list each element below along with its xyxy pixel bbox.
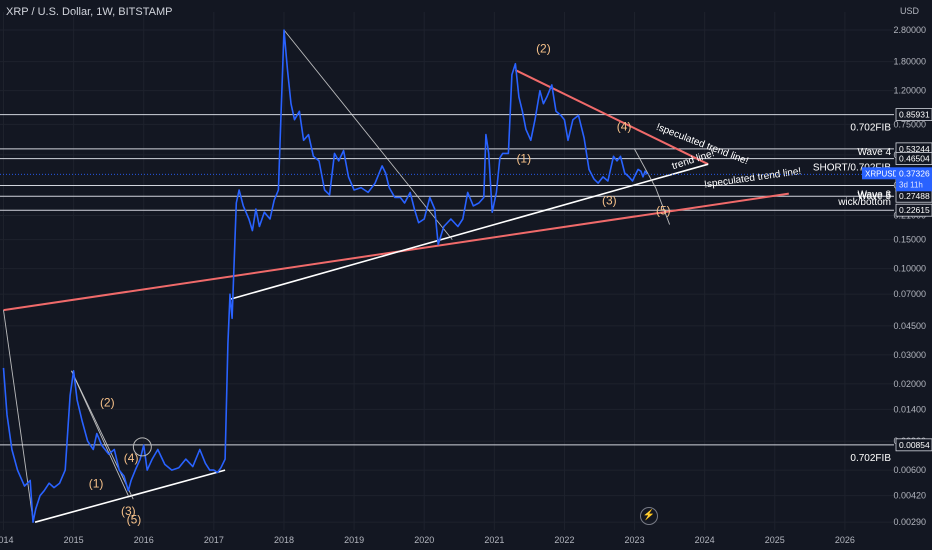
level-price-label: 0.22615 xyxy=(899,205,930,215)
level-note: wick/bottom xyxy=(837,197,891,208)
x-tick-label: 2024 xyxy=(695,535,715,545)
trend-line xyxy=(71,370,134,500)
x-tick-label: 2025 xyxy=(765,535,785,545)
chart-title: XRP / U.S. Dollar, 1W, BITSTAMP xyxy=(6,6,173,18)
y-tick-label: 0.07000 xyxy=(893,289,926,299)
y-tick-label: 0.01400 xyxy=(893,404,926,414)
wave-label: (3) xyxy=(602,193,617,207)
level-price-box xyxy=(895,438,932,452)
trend-line xyxy=(3,310,34,520)
y-tick-label: 0.00600 xyxy=(893,465,926,475)
wave-label: (5) xyxy=(127,512,142,526)
trend-line xyxy=(229,163,709,301)
grid-layer xyxy=(0,12,894,530)
circle-marker xyxy=(132,437,152,457)
level-price-box xyxy=(895,203,932,217)
symbol-label: XRPUSD xyxy=(865,169,899,178)
level-note: 0.702FIB xyxy=(850,453,891,464)
countdown-label: 3d 11h xyxy=(899,180,923,189)
wave-label: (5) xyxy=(656,203,671,217)
trend-line xyxy=(634,148,656,188)
level-note: Wave 4 xyxy=(857,147,891,158)
wave-label: (2) xyxy=(100,395,115,409)
level-price-label: 0.53244 xyxy=(899,144,930,154)
level-price-box xyxy=(895,108,932,121)
y-tick-label: 0.02000 xyxy=(893,379,926,389)
y-tick-label: 0.10000 xyxy=(893,264,926,274)
y-tick-label: 1.20000 xyxy=(893,86,926,96)
wave-label: (1) xyxy=(89,477,104,491)
lightning-icon[interactable]: ⚡ xyxy=(640,507,658,525)
x-tick-label: 2023 xyxy=(625,535,645,545)
level-price-box xyxy=(895,152,932,165)
trend-line xyxy=(655,187,671,225)
y-tick-label: 1.80000 xyxy=(893,57,926,67)
y-tick-label: 2.80000 xyxy=(893,25,926,35)
x-tick-label: 2026 xyxy=(835,535,855,545)
wave-label: (4) xyxy=(617,119,632,133)
level-price-label: 0.00854 xyxy=(899,440,930,450)
trend-lines xyxy=(3,29,789,523)
y-tick-label: 0.00420 xyxy=(893,491,926,501)
trend-line xyxy=(71,370,129,496)
x-tick-label: 2017 xyxy=(204,535,224,545)
y-tick-label: 0.15000 xyxy=(893,235,926,245)
wave-labels: (2)(4)(1)(3)(5)(2)(4)(1)(3)(5) xyxy=(89,41,671,526)
symbol-tag xyxy=(862,167,896,180)
level-price-label: 0.46504 xyxy=(899,154,930,164)
level-note: Wave 3 xyxy=(857,190,891,201)
trend-line xyxy=(514,69,709,166)
series-line xyxy=(2,29,648,523)
level-price-label: 0.85931 xyxy=(899,110,930,120)
x-tick-label: 2014 xyxy=(0,535,14,545)
x-tick-label: 2016 xyxy=(134,535,154,545)
level-note: 0.702FIB xyxy=(850,123,891,134)
currency-label: USD xyxy=(900,6,920,16)
annotations: !speculated trend line!trend line!!specu… xyxy=(655,122,802,191)
x-tick-label: 2020 xyxy=(414,535,434,545)
current-price-box xyxy=(896,167,932,192)
y-tick-label: 0.04500 xyxy=(893,321,926,331)
wave-label: (3) xyxy=(121,504,136,518)
wave-label: (1) xyxy=(516,152,531,166)
level-note: Wave 5 xyxy=(857,191,891,202)
x-tick-label: 2015 xyxy=(64,535,84,545)
x-axis: 2014 2015 2016 2017 2018 2019 2020 2021 2022 2023… xyxy=(0,535,855,545)
current-price-label: 0.37326 xyxy=(899,168,930,178)
y-tick-label: 0.00290 xyxy=(893,517,926,527)
trend-line xyxy=(283,29,453,240)
wave-label: (4) xyxy=(124,451,139,465)
y-tick-label: 0.03000 xyxy=(893,350,926,360)
trend-line xyxy=(34,469,226,523)
annotation-text: !speculated trend line! xyxy=(704,166,802,191)
price-tags: 0.859310.532440.465040.318980.274880.226… xyxy=(0,108,932,452)
x-tick-label: 2022 xyxy=(554,535,574,545)
y-tick-label: 0.75000 xyxy=(893,119,926,129)
series-layer xyxy=(2,29,648,523)
x-tick-label: 2019 xyxy=(344,535,364,545)
x-tick-label: 2018 xyxy=(274,535,294,545)
x-tick-label: 2021 xyxy=(484,535,504,545)
wave-label: (2) xyxy=(536,41,551,55)
level-note: SHORT/0.702FIB xyxy=(813,163,892,174)
level-price-label: 0.27488 xyxy=(899,191,930,201)
